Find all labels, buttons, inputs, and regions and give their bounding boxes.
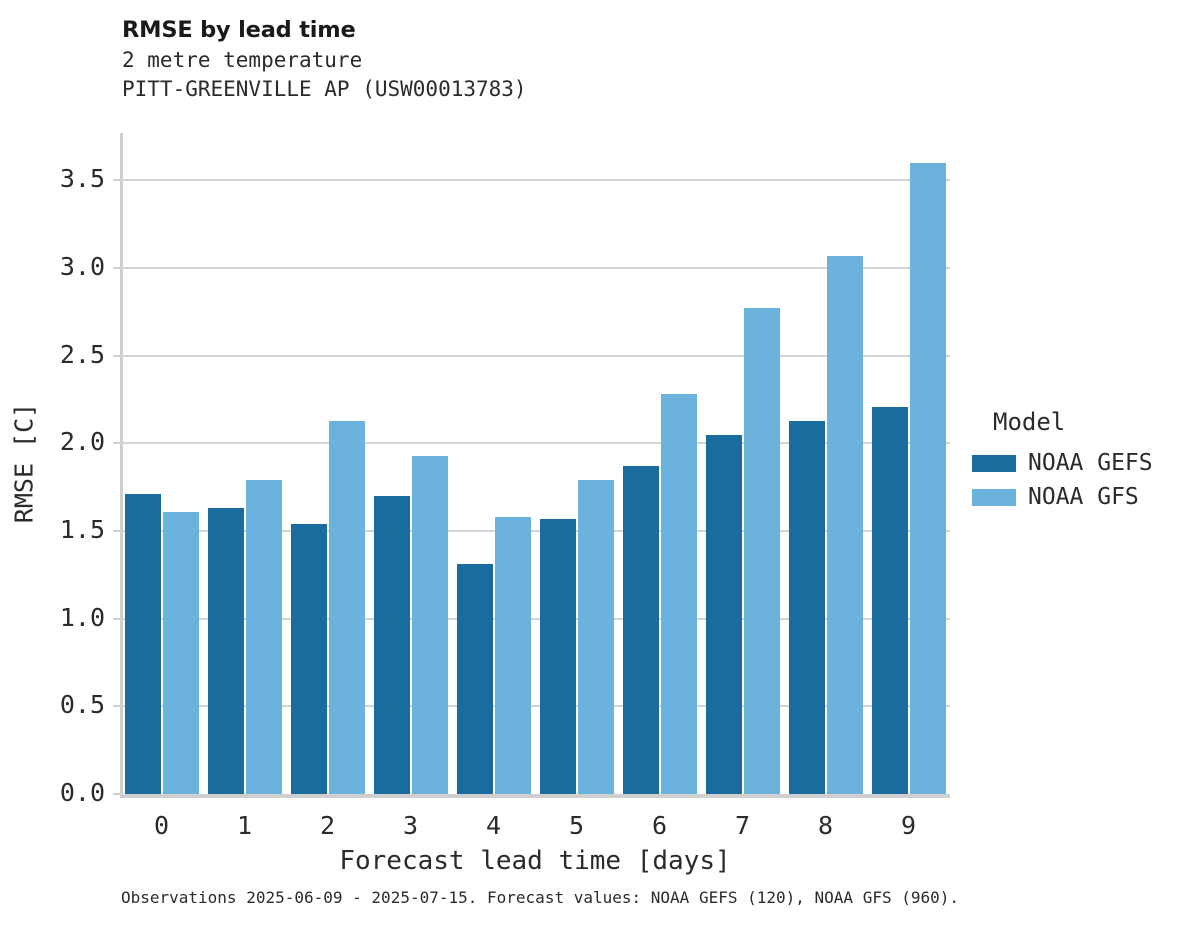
bar (411, 455, 448, 794)
bar (207, 508, 244, 794)
y-tick-label: 1.0 (59, 602, 105, 632)
y-tick-labels: 0.0 0.5 1.0 1.5 2.0 2.5 3.0 3.5 (15, 133, 105, 807)
x-tick-labels: 0 1 2 3 4 5 6 7 8 9 (120, 811, 950, 851)
bar (373, 495, 410, 794)
legend-item-noaa-gfs[interactable]: NOAA GFS (972, 482, 1183, 512)
legend-title: Model (993, 408, 1066, 436)
legend-rows: NOAA GEFS NOAA GFS (972, 448, 1183, 512)
x-tick-label: 2 (319, 811, 336, 840)
legend-swatch-icon (972, 454, 1016, 472)
bar (124, 494, 161, 794)
x-tick-label: 8 (817, 811, 834, 840)
plot-area: 0.0 0.5 1.0 1.5 2.0 2.5 3.0 3.5 RMSE [C] 0 1 2 3 4 5… (10, 133, 950, 876)
legend-label: NOAA GFS (1028, 484, 1139, 510)
y-tick-label: 2.5 (59, 339, 105, 369)
y-tick-mark (113, 705, 120, 708)
y-tick-label: 3.0 (59, 252, 105, 281)
x-tick-label: 6 (651, 811, 668, 840)
gridline (120, 354, 950, 357)
x-tick-label: 0 (153, 811, 170, 840)
bar (245, 480, 282, 794)
title-block: RMSE by lead time 2 metre temperature PI… (122, 16, 982, 104)
bar (705, 434, 742, 794)
y-tick-label: 1.5 (59, 515, 105, 544)
y-tick-label: 0.5 (59, 690, 105, 720)
chart-subtitle-station: PITT-GREENVILLE AP (USW00013783) (122, 77, 527, 101)
bar (788, 420, 825, 794)
x-axis-spine (120, 794, 950, 798)
legend: Model NOAA GEFS NOAA GFS (972, 408, 1183, 516)
x-tick-label: 4 (485, 811, 502, 840)
gridline (120, 442, 950, 445)
footer-note: Observations 2025-06-09 - 2025-07-15. Fo… (120, 888, 960, 907)
gridline (120, 267, 950, 269)
chart-title: RMSE by lead time (122, 17, 356, 43)
y-tick-mark (113, 267, 120, 269)
y-tick-mark (113, 530, 120, 532)
x-tick-label: 5 (568, 811, 585, 840)
y-tick-mark (113, 442, 120, 445)
bar (826, 255, 863, 794)
gridline (120, 179, 950, 182)
bar (577, 480, 614, 794)
bar (622, 466, 659, 794)
x-tick-label: 3 (402, 811, 419, 840)
y-axis-title: RMSE [C] (9, 402, 39, 524)
x-tick-label: 9 (900, 811, 917, 840)
bar (494, 516, 531, 794)
bar (328, 420, 365, 794)
bar (743, 308, 780, 794)
bar (909, 162, 946, 794)
chart-subtitle-variable: 2 metre temperature (122, 48, 363, 72)
bar (660, 394, 697, 794)
gridline (120, 530, 950, 532)
y-tick-mark (113, 179, 120, 182)
bar (871, 406, 908, 794)
bar (162, 511, 199, 794)
y-tick-label: 3.5 (59, 164, 105, 194)
y-tick-label: 2.0 (59, 427, 105, 457)
bar (290, 524, 327, 794)
x-tick-label: 7 (734, 811, 751, 840)
bar (539, 518, 576, 794)
y-axis-spine (120, 133, 123, 794)
y-tick-label: 0.0 (59, 778, 105, 807)
gridline (120, 705, 950, 708)
y-tick-mark (113, 617, 120, 620)
legend-item-noaa-gefs[interactable]: NOAA GEFS (972, 448, 1183, 478)
x-tick-label: 1 (236, 811, 253, 840)
legend-swatch-icon (972, 488, 1016, 506)
bars-layer (120, 133, 950, 794)
gridline (120, 617, 950, 620)
legend-label: NOAA GEFS (1028, 450, 1153, 476)
y-tick-mark (113, 793, 120, 795)
x-axis-title: Forecast lead time [days] (339, 846, 731, 876)
bar (456, 564, 493, 794)
y-tick-mark (113, 354, 120, 357)
